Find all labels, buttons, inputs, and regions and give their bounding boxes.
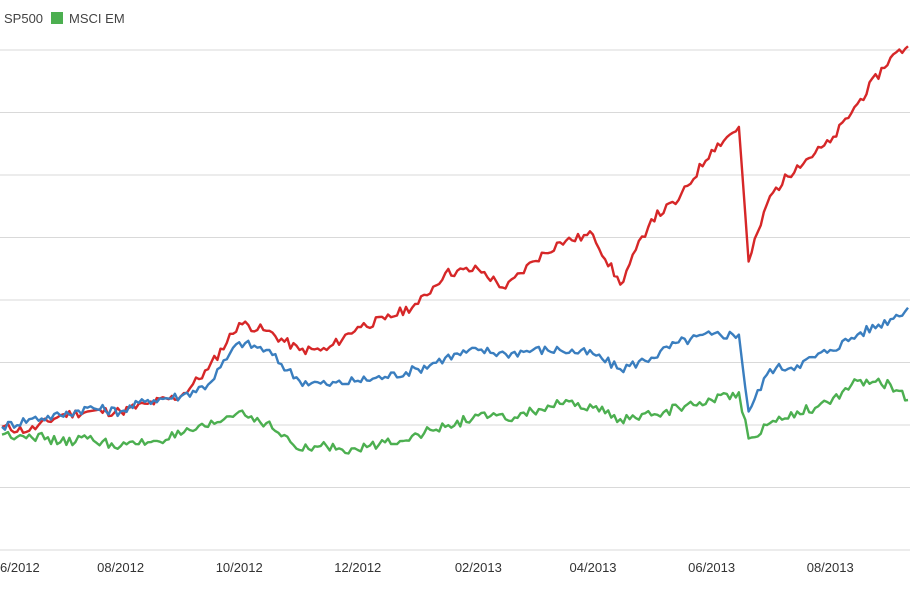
gridlines: [0, 49, 910, 551]
x-tick-label: 08/2012: [97, 560, 144, 575]
series-line-series-0[interactable]: [1, 45, 909, 434]
legend-item-sp500[interactable]: SP500: [4, 11, 43, 26]
legend-label-msci-em: MSCI EM: [69, 10, 125, 26]
x-tick-label: 02/2013: [455, 560, 502, 575]
legend-label-sp500: SP500: [4, 10, 44, 26]
legend-item-msci-em[interactable]: MSCI EM: [51, 11, 125, 26]
legend-swatch-msci-em: [51, 12, 64, 24]
x-tick-label: 6/2012: [0, 560, 40, 575]
x-tick-label: 08/2013: [807, 560, 854, 575]
series-line-sp500[interactable]: [1, 306, 909, 431]
x-tick-label: 10/2012: [216, 560, 263, 575]
x-tick-label: 04/2013: [570, 560, 617, 575]
series-lines: [1, 45, 909, 455]
x-axis-tick-labels: 6/2012 08/2012 10/2012 12/2012 02/2013 04/201…: [0, 560, 854, 575]
x-tick-label: 12/2012: [334, 560, 381, 575]
x-tick-label: 06/2013: [688, 560, 735, 575]
series-line-msci-em[interactable]: [1, 377, 909, 455]
legend: SP500 MSCI EM: [4, 8, 125, 28]
